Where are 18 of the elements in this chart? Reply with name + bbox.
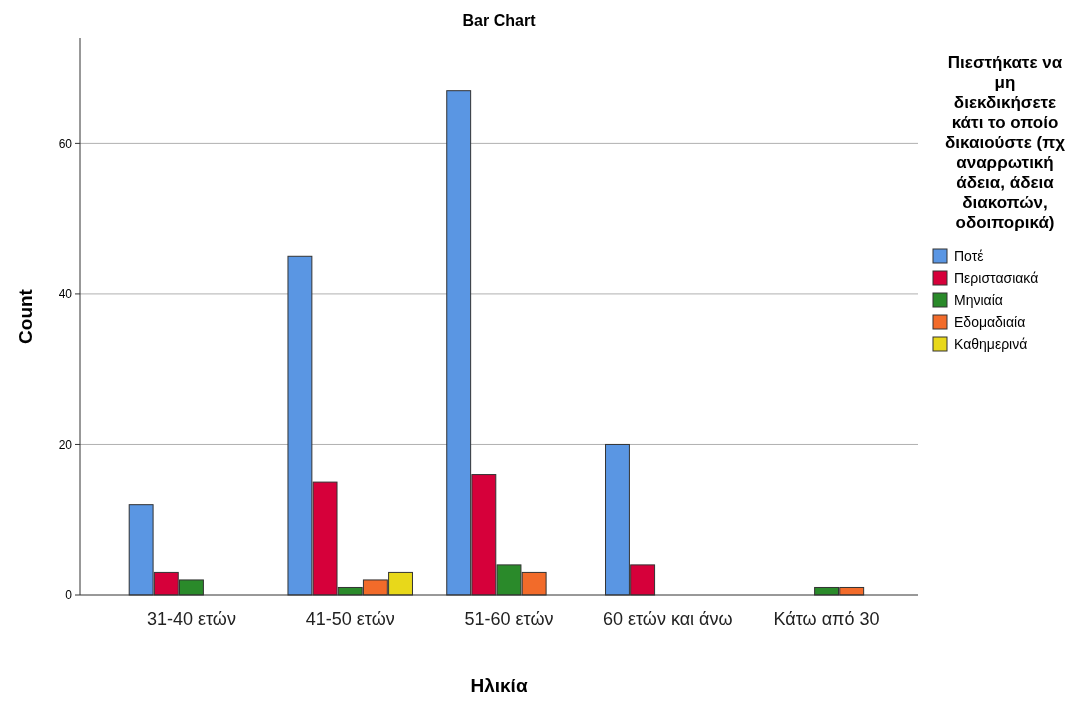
x-tick-label: Κάτω από 30 [773, 609, 880, 629]
x-axis-title: Ηλικία [470, 675, 528, 696]
y-tick-label: 0 [65, 588, 73, 603]
y-tick-label: 40 [58, 287, 73, 302]
x-tick-label: 51-60 ετών [464, 609, 554, 629]
y-tick-label: 60 [58, 136, 73, 151]
x-tick-label: 41-50 ετών [305, 609, 395, 629]
y-tick-label: 20 [58, 437, 73, 452]
x-tick-label: 60 ετών και άνω [602, 609, 733, 629]
legend-label: Εδομαδιαία [954, 313, 1026, 330]
legend-label: Καθημερινά [954, 335, 1028, 352]
chart-title: Bar Chart [462, 12, 537, 29]
text: Πιεστήκατε να μη διεκδικήσετε κάτι το οποίο δικαιούστε (πχ αναρρωτική άδεια, άδεια διακοπών, οδοιπορικά) [945, 53, 1065, 232]
x-tick-label: 31-40 ετών [146, 609, 236, 629]
legend-label: Μηνιαία [954, 291, 1003, 308]
legend-label: Ποτέ [954, 247, 984, 264]
y-axis-title: Count [15, 288, 36, 344]
legend-label: Περιστασιακά [954, 269, 1039, 286]
